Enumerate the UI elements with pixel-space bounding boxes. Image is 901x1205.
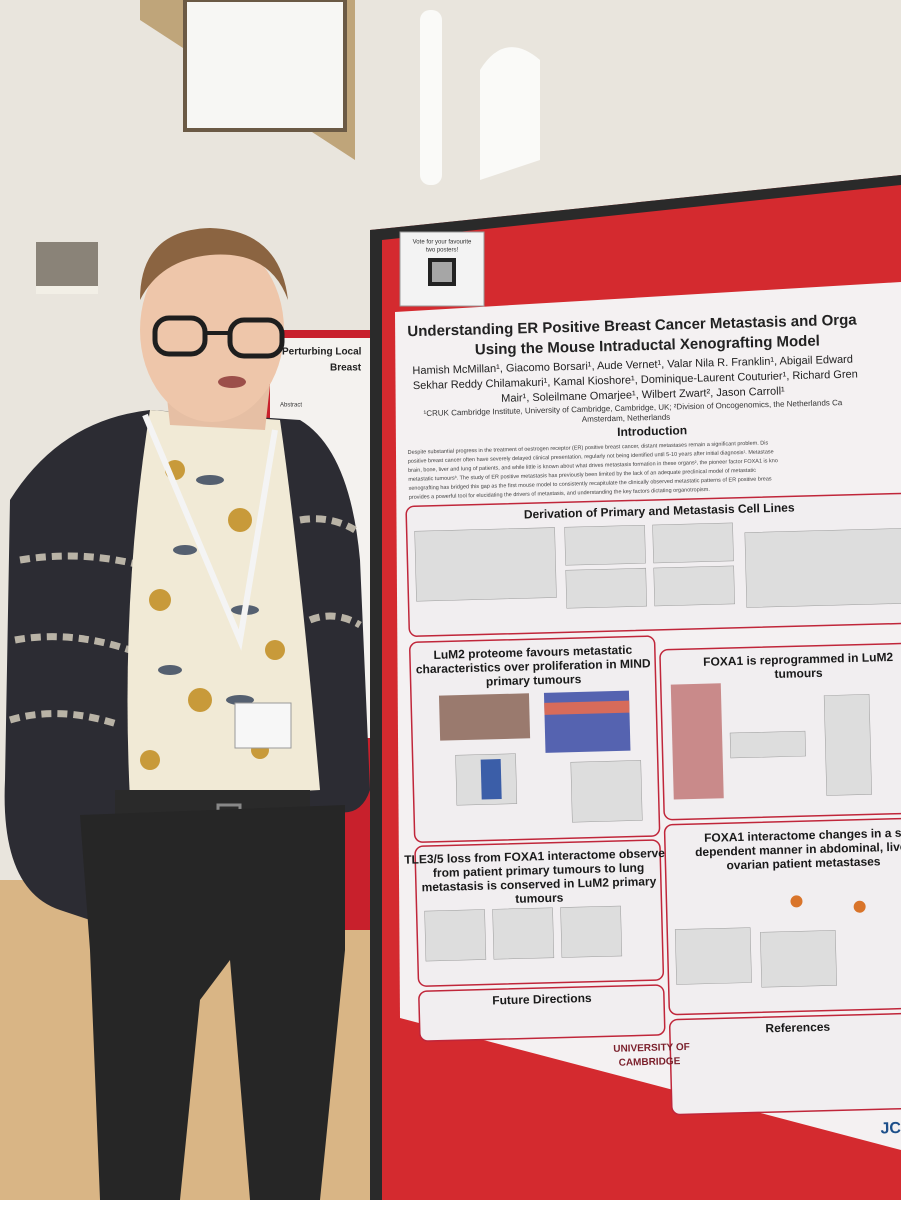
icon [853, 900, 866, 913]
figure [564, 524, 646, 566]
figure [492, 907, 555, 960]
left-poster-heading: Abstract [280, 403, 302, 409]
section-heading: primary tumours [486, 672, 582, 688]
section-heading: tumours [515, 891, 564, 906]
figure [560, 905, 623, 958]
trousers [80, 805, 345, 1200]
logo-text: CAMBRIDGE [619, 1056, 681, 1069]
lamp-light [36, 286, 98, 294]
window-light [420, 10, 442, 185]
qr-code [432, 262, 452, 282]
icon [790, 895, 803, 908]
section-heading: LuM2 proteome favours metastatic [433, 643, 632, 662]
section-heading: ovarian patient metastases [726, 854, 881, 872]
glasses [152, 315, 208, 357]
name-badge [234, 702, 292, 749]
section-heading: FOXA1 interactome changes in a s [704, 826, 901, 845]
hair [140, 228, 288, 300]
figure [565, 567, 647, 609]
density-map [670, 683, 724, 800]
figure [653, 565, 735, 607]
figure [570, 760, 643, 823]
head [140, 238, 284, 422]
affiliation: Amsterdam, Netherlands [582, 413, 671, 424]
section-heading: Introduction [617, 423, 687, 439]
figure [480, 759, 502, 800]
vote-text: two posters! [426, 248, 459, 254]
figure [744, 528, 901, 608]
logo-text: UNIVERSITY OF [613, 1042, 690, 1055]
glasses [227, 317, 285, 359]
lanyard [142, 413, 278, 651]
figure [674, 927, 752, 985]
section-heading: tumours [774, 666, 823, 681]
figure [414, 527, 557, 602]
section-heading: metastasis is conserved in LuM2 primary [421, 874, 656, 894]
figure [424, 909, 487, 962]
vote-text: Vote for your favourite [413, 240, 472, 246]
left-poster-title: Breast [330, 363, 362, 374]
mouth [218, 376, 246, 388]
figure [652, 522, 734, 564]
window [183, 0, 347, 132]
logo-text: JC [880, 1120, 901, 1138]
figure [438, 693, 531, 741]
section-heading: FOXA1 is reprogrammed in LuM2 [703, 650, 894, 669]
section-heading: from patient primary tumours to lung [433, 861, 645, 881]
cardigan-pattern [8, 515, 362, 729]
heatmap [544, 700, 630, 715]
section-heading: Future Directions [492, 991, 592, 1008]
figure [823, 694, 872, 796]
panel [668, 1012, 901, 1116]
figure [760, 930, 837, 988]
heatmap [543, 690, 631, 753]
section-heading: References [765, 1020, 830, 1036]
wall-lamp [36, 242, 98, 294]
section-heading: characteristics over proliferation in MI… [416, 656, 651, 676]
table [729, 730, 806, 759]
left-poster-title: Perturbing Local [282, 347, 362, 358]
section-heading: dependent manner in abdominal, liver [695, 840, 901, 860]
panel [418, 984, 666, 1042]
window-light [480, 47, 540, 181]
